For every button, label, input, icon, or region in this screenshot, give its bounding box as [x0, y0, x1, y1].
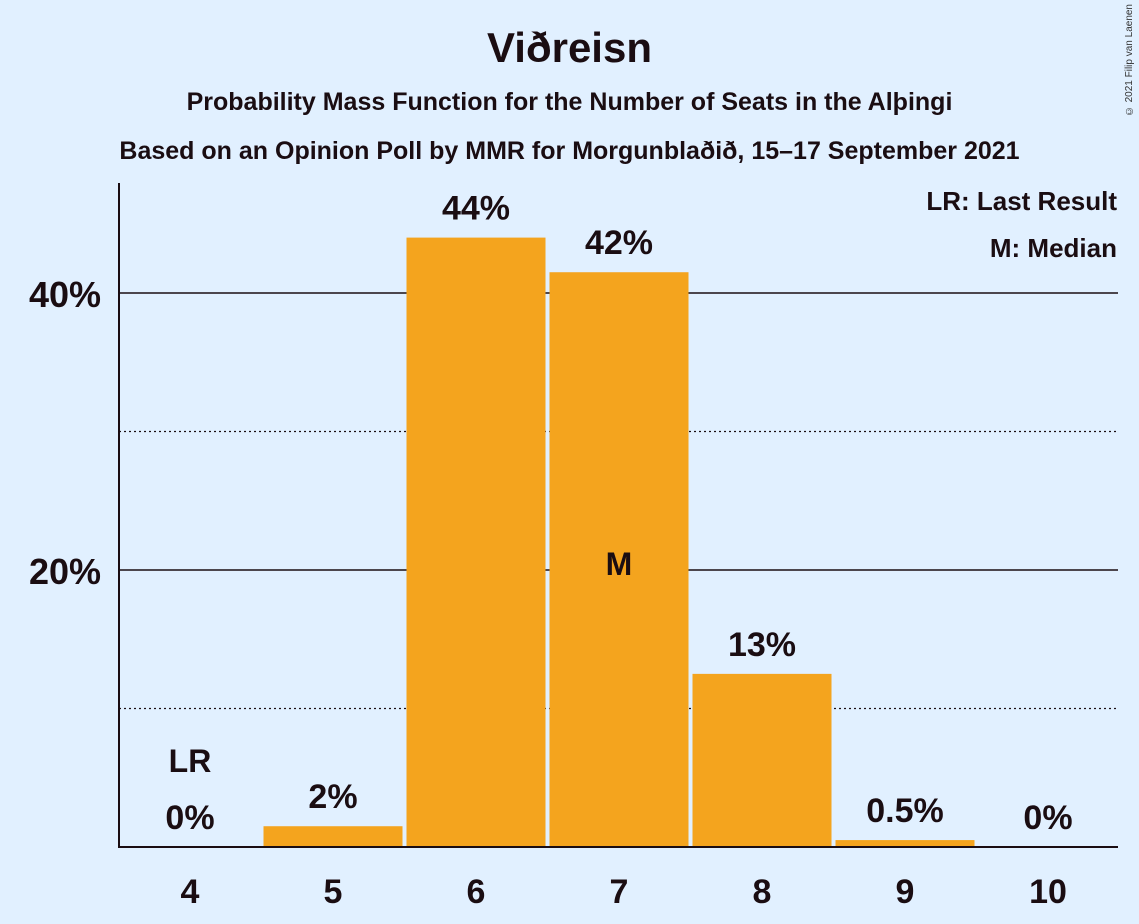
value-label-5: 2%: [308, 778, 357, 816]
value-label-4: 0%: [165, 799, 214, 837]
x-tick-label-4: 4: [181, 873, 200, 911]
value-label-10: 0%: [1023, 799, 1072, 837]
x-tick-label-5: 5: [324, 873, 343, 911]
chart-subtitle-source: Based on an Opinion Poll by MMR for Morg…: [119, 137, 1020, 165]
y-tick-label: 20%: [29, 551, 101, 592]
bar-seats-7: [549, 272, 689, 848]
x-tick-label-6: 6: [467, 873, 486, 911]
x-tick-label-10: 10: [1029, 873, 1067, 911]
bar-seats-9: [835, 840, 975, 847]
bar-seats-8: [692, 673, 832, 847]
last-result-marker: LR: [169, 743, 212, 779]
value-label-9: 0.5%: [866, 792, 944, 830]
y-tick-label: 40%: [29, 274, 101, 315]
legend-last-result: LR: Last Result: [926, 186, 1117, 216]
bar-seats-5: [263, 826, 403, 847]
bar-seats-6: [406, 237, 546, 848]
chart-subtitle: Probability Mass Function for the Number…: [186, 88, 953, 116]
legend-median: M: Median: [990, 233, 1117, 263]
chart-title: Viðreisn: [487, 24, 652, 71]
x-tick-label-8: 8: [753, 873, 772, 911]
value-label-6: 44%: [442, 190, 510, 228]
value-label-7: 42%: [585, 224, 653, 262]
value-label-8: 13%: [728, 626, 796, 664]
median-marker: M: [606, 546, 633, 582]
x-tick-label-9: 9: [896, 873, 915, 911]
x-tick-label-7: 7: [610, 873, 629, 911]
